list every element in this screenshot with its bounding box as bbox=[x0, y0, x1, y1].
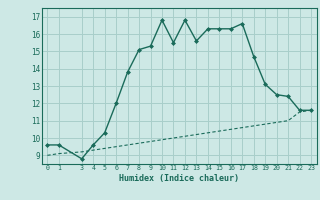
X-axis label: Humidex (Indice chaleur): Humidex (Indice chaleur) bbox=[119, 174, 239, 183]
